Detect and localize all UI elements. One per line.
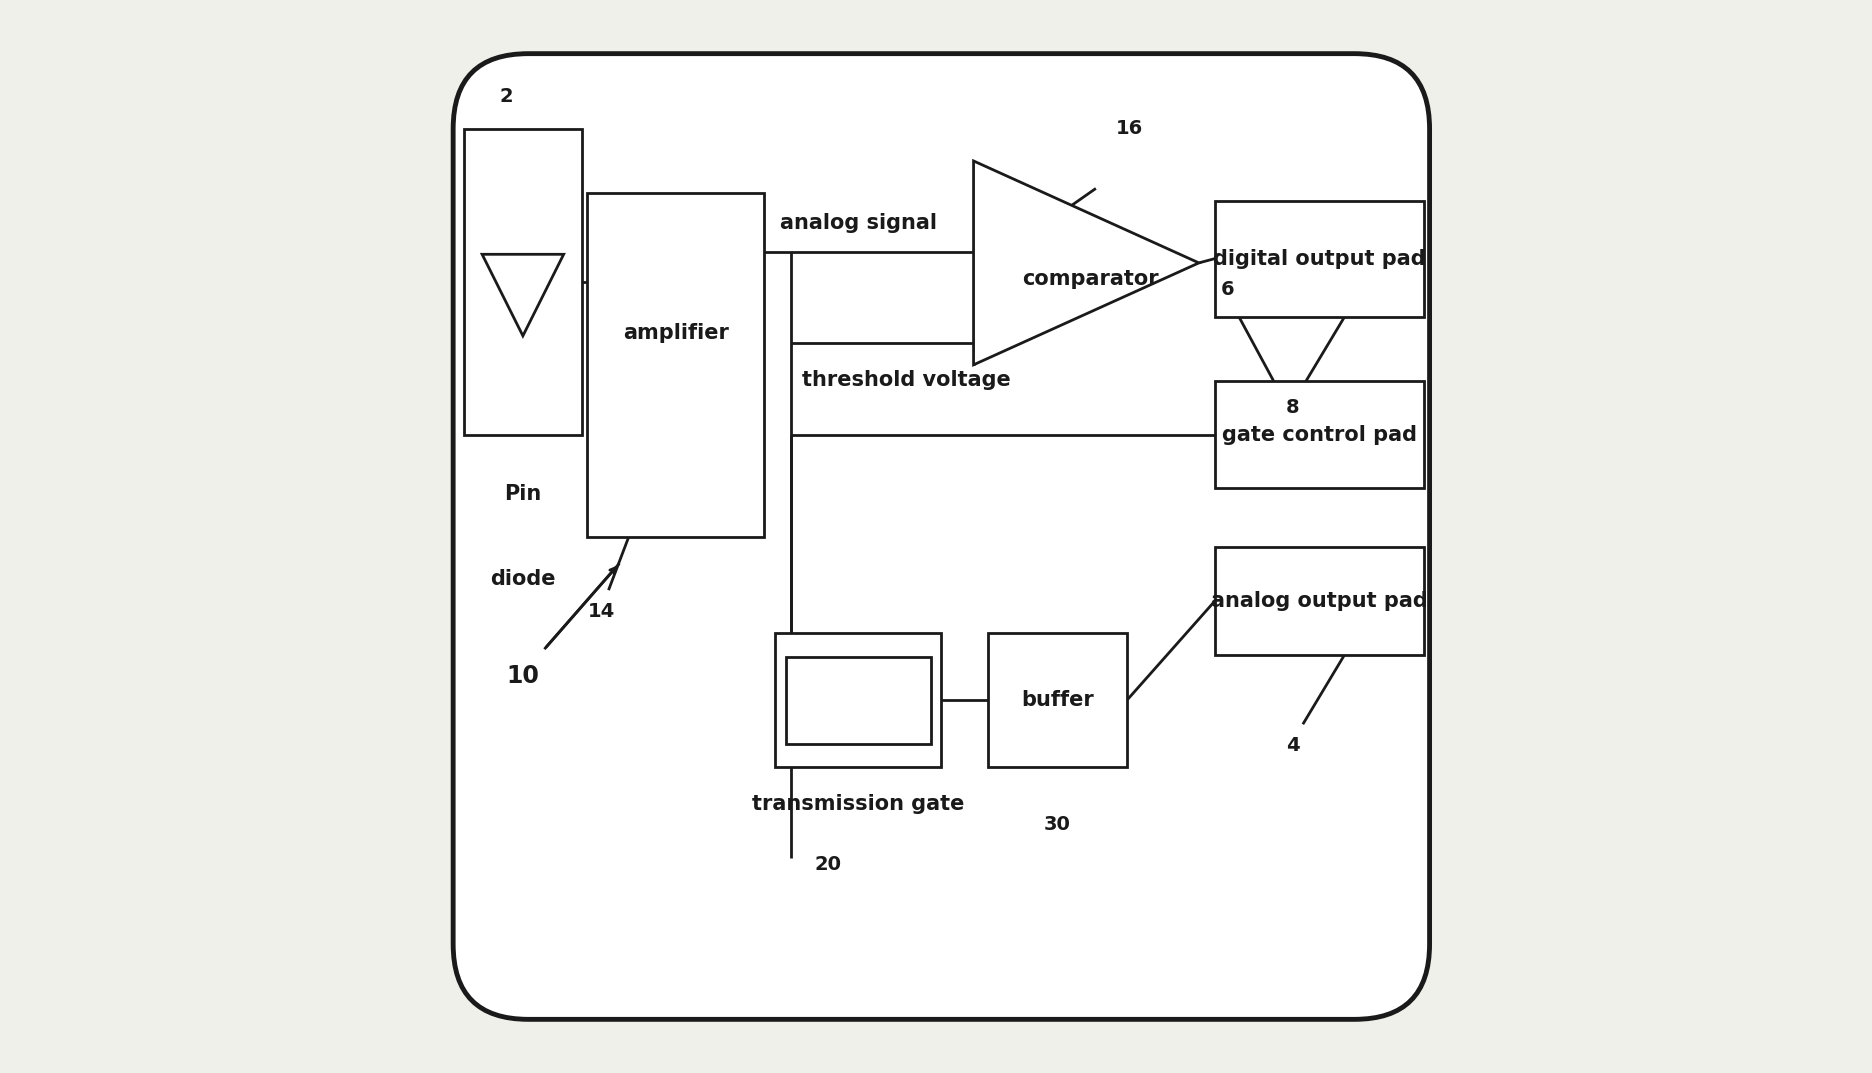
Text: threshold voltage: threshold voltage xyxy=(801,370,1011,391)
Text: 30: 30 xyxy=(1045,815,1071,835)
Bar xyxy=(1215,381,1425,488)
Text: comparator: comparator xyxy=(1022,269,1159,289)
Text: buffer: buffer xyxy=(1020,690,1093,710)
Text: transmission gate: transmission gate xyxy=(753,794,964,814)
Bar xyxy=(1215,201,1425,317)
Bar xyxy=(988,633,1127,767)
Text: analog signal: analog signal xyxy=(781,212,936,233)
Polygon shape xyxy=(973,161,1198,365)
Text: gate control pad: gate control pad xyxy=(1222,425,1417,444)
Text: 6: 6 xyxy=(1221,280,1234,299)
Text: 10: 10 xyxy=(507,664,539,688)
Text: digital output pad: digital output pad xyxy=(1213,249,1426,268)
Text: amplifier: amplifier xyxy=(623,323,728,342)
Text: diode: diode xyxy=(490,570,556,589)
Text: 2: 2 xyxy=(500,87,513,106)
Text: 4: 4 xyxy=(1286,736,1299,755)
Bar xyxy=(775,633,942,767)
Bar xyxy=(588,193,764,536)
Bar xyxy=(786,657,930,744)
Text: Pin: Pin xyxy=(504,484,541,503)
Text: 20: 20 xyxy=(814,855,842,874)
Text: analog output pad: analog output pad xyxy=(1211,591,1428,611)
Text: 14: 14 xyxy=(588,602,616,621)
FancyBboxPatch shape xyxy=(453,54,1430,1019)
Bar xyxy=(1215,547,1425,655)
Text: 16: 16 xyxy=(1116,119,1142,138)
Bar xyxy=(464,129,582,435)
Polygon shape xyxy=(483,254,563,336)
Text: 8: 8 xyxy=(1286,398,1299,417)
